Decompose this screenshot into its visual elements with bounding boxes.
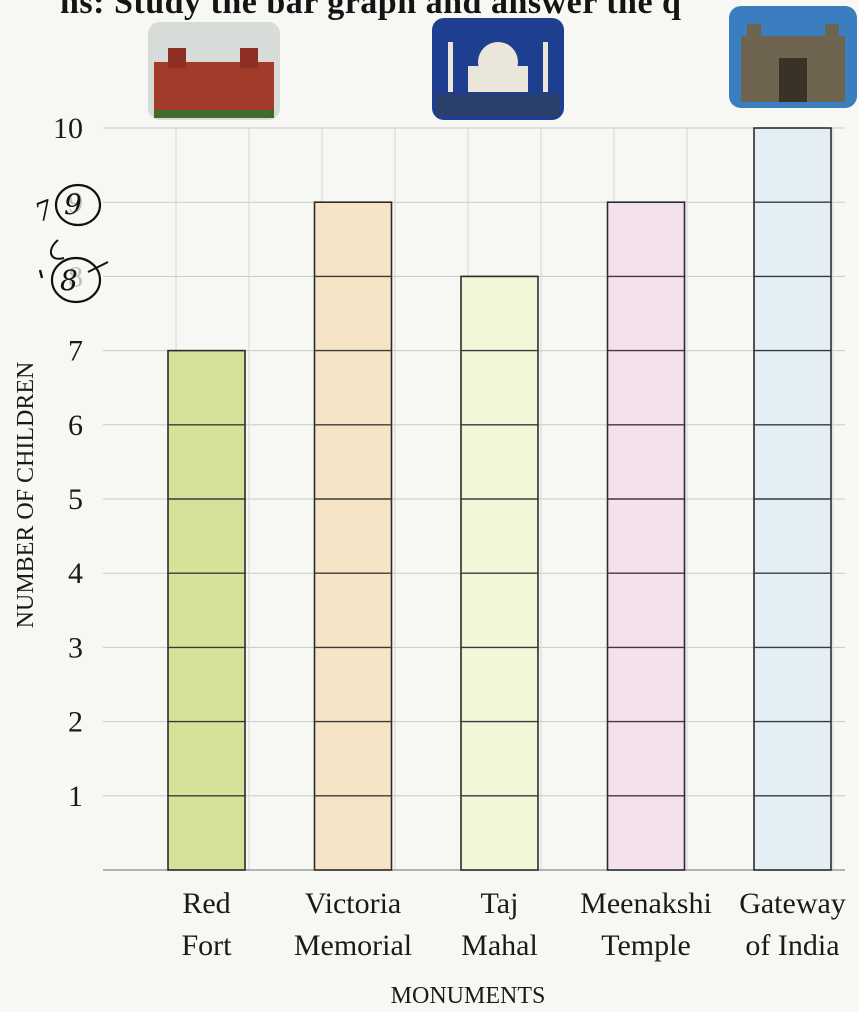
bar-body [167,349,246,871]
photo-shape [448,42,453,92]
photo-shape [779,58,807,102]
bar [313,201,393,871]
bar [753,127,832,871]
photo-shape [240,48,258,68]
handwritten-annotations: 987 [31,183,109,304]
photo-shape [543,42,548,92]
y-tick-label: 2 [68,706,83,739]
y-tick-label: 3 [68,631,83,664]
gateway-of-india-photo [729,6,857,108]
taj-mahal-photo [432,18,564,120]
photo-shape [825,24,839,40]
pen-stroke [49,239,65,260]
y-tick-label: 9 [68,186,83,219]
red-fort-photo [148,22,280,120]
circle-mark [50,256,102,304]
pen-stroke [87,261,109,273]
chart-bars [167,127,832,871]
bar [606,201,686,871]
y-tick-label: 6 [68,409,83,442]
y-axis-title: NUMBER OF CHILDREN [13,362,39,629]
y-tick-label: 1 [68,780,83,813]
x-category-label-line2: Fort [181,929,232,962]
x-category-label-line2: Temple [601,929,691,962]
handwritten-7: 7 [31,195,57,229]
bar-body [606,201,686,871]
x-category-label-line1: Victoria [305,887,402,920]
x-category-label-line1: Meenakshi [580,887,712,920]
photo-shape [154,110,274,118]
x-category-label-line1: Taj [481,887,519,920]
pen-stroke [38,269,44,279]
page-heading: ns: Study the bar graph and answer the q [60,0,682,21]
photo-shape [468,66,528,92]
bar [167,349,246,871]
handwritten-8: 8 [60,264,78,297]
circle-mark [54,183,102,227]
photo-shape [436,94,560,116]
handwritten-9: 9 [64,188,82,221]
monument-photos [148,6,857,120]
x-category-label-line2: Mahal [461,929,538,962]
x-category-label-line2: of India [745,929,839,962]
y-tick-label: 8 [68,260,83,293]
x-category-label-line2: Memorial [294,929,412,962]
photo-shape [168,48,186,68]
photo-shape [154,62,274,114]
bar-body [313,201,393,871]
bar [460,275,539,871]
x-category-label-line1: Red [182,887,230,920]
photo-shape [747,24,761,40]
y-tick-label: 10 [53,112,83,145]
y-tick-label: 7 [68,335,83,368]
x-category-labels: Red Fort Victoria Memorial Taj Mahal Meenakshi… [181,887,845,962]
y-tick-label: 4 [68,557,83,590]
x-category-label-line1: Gateway [739,887,846,920]
y-tick-label: 5 [68,483,83,516]
x-axis-title: MONUMENTS [391,983,546,1009]
y-tick-labels: 1 2 3 4 5 6 7 8 9 10 [53,112,83,813]
